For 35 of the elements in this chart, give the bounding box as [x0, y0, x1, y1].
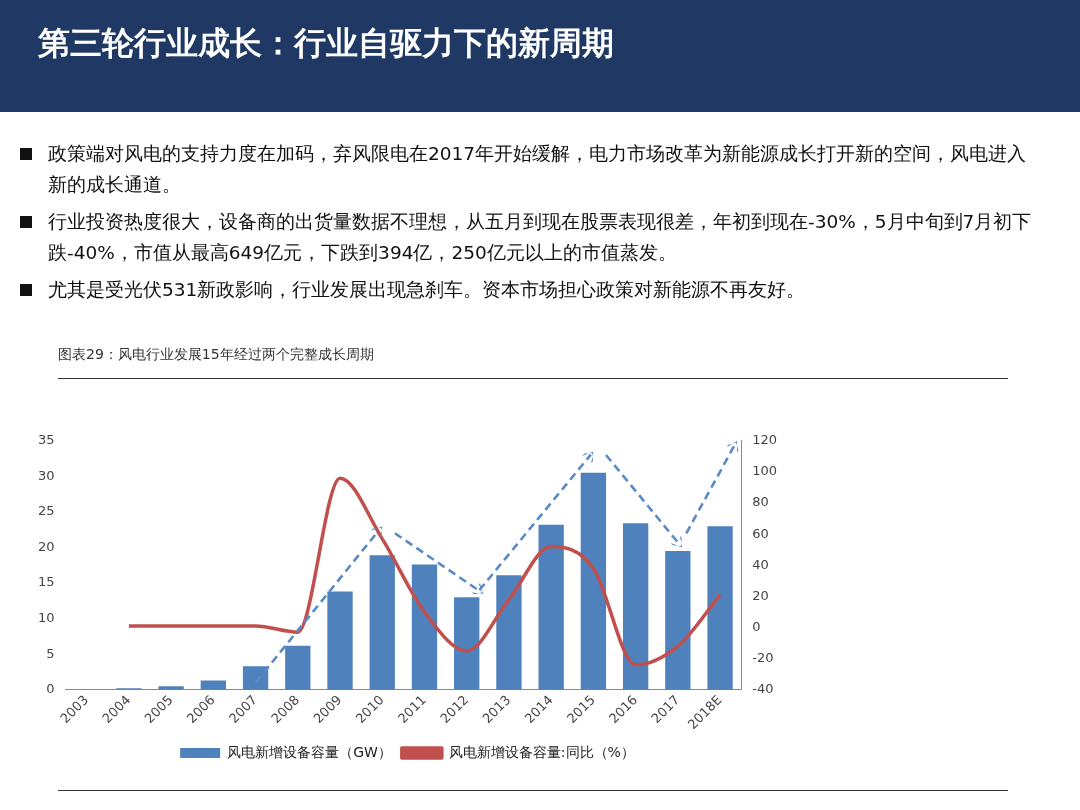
bar [369, 555, 395, 690]
y-tick-label: 10 [38, 610, 55, 626]
bar [665, 551, 691, 690]
y-tick-label: 0 [46, 681, 55, 697]
y-tick-label: 5 [46, 645, 55, 661]
y-tick-label: 35 [38, 432, 55, 448]
text: 政策端对风电的支持力度在加码，弃风限电在2017年开始缓解，电力市场改革为新能源成长打开新的空间，风电进入新的成长通道。 [48, 143, 1027, 195]
y-tick-label: 15 [38, 574, 55, 590]
bar [496, 575, 522, 690]
bar [327, 591, 353, 690]
y-tick-label: 25 [38, 503, 55, 519]
y-tick-label: 30 [38, 467, 55, 483]
chart-title: 第三轮行业成长：行业自驱力下的新周期 [38, 23, 614, 64]
y2-tick-label: 20 [752, 587, 769, 603]
y2-tick-label: -40 [752, 681, 774, 697]
y2-tick-label: 60 [752, 525, 769, 541]
bar [580, 472, 607, 690]
bar [454, 597, 480, 690]
y2-tick-label: 0 [752, 618, 761, 634]
y2-tick-label: 120 [752, 432, 778, 448]
y-tick-label: 20 [38, 538, 55, 554]
legend-label: 风电新增设备容量（GW） [227, 743, 392, 760]
bar [285, 645, 311, 690]
y2-tick-label: 80 [752, 494, 769, 510]
chart-subtitle: 图表29：风电行业发展15年经过两个完整成长周期 [58, 346, 374, 364]
text: 尤其是受光伏531新政影响，行业发展出现急刹车。资本市场担心政策对新能源不再友好。 [48, 279, 806, 300]
legend-label: 风电新增设备容量:同比（%） [448, 743, 635, 760]
line-series [127, 476, 722, 667]
bar [538, 524, 564, 690]
y2-tick-label: 100 [752, 463, 778, 479]
bar [242, 666, 269, 690]
y2-tick-label: 40 [752, 556, 769, 572]
bar [411, 564, 438, 690]
text: 行业投资热度很大，设备商的出货量数据不理想，从五月到现在股票表现很差，年初到现在-30%，5月中旬到7月初下跌-40%，市值从最高649亿元，下跌到394亿，250亿元以上的市值蒸发。 [48, 211, 1032, 263]
y2-tick-label: -20 [752, 650, 774, 666]
